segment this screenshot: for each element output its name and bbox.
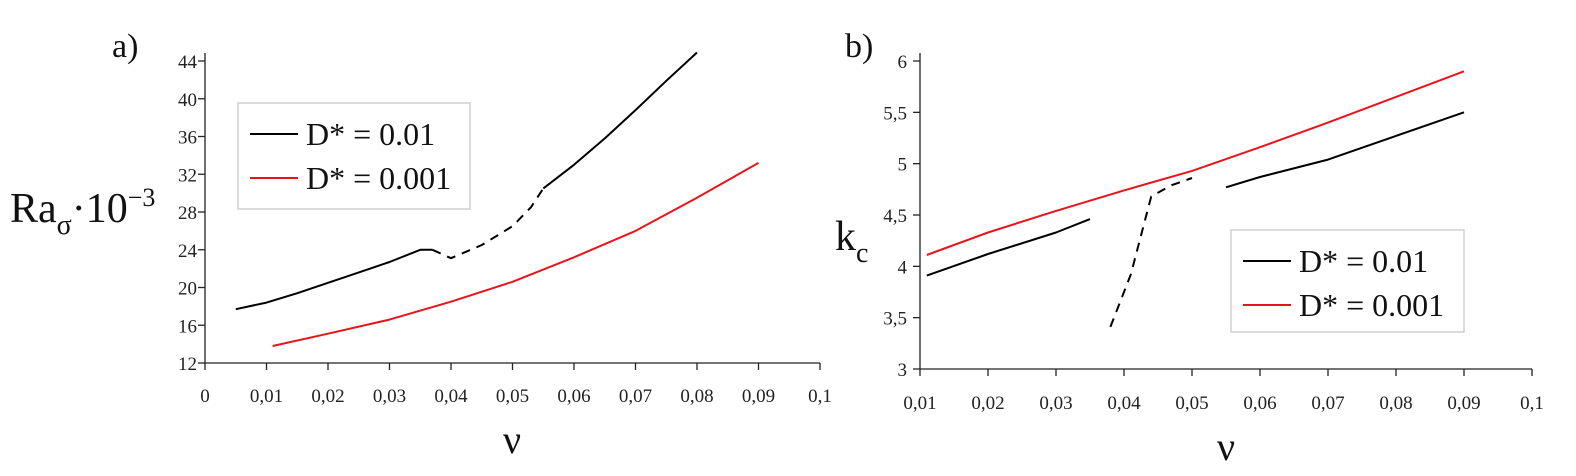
chart-panel-b: b) 0,01 0,02 0,03 0,04 0,05 0,06 0,07 0,08 0,09 0,… — [835, 28, 1544, 469]
x-axis-label: ν — [1217, 424, 1235, 469]
y-axis-label: kc — [835, 214, 868, 269]
legend-label: D* = 0.001 — [1299, 287, 1444, 323]
x-tick-label: 0,1 — [1520, 393, 1544, 414]
x-tick-label: 0,02 — [971, 393, 1004, 414]
y-tick-label: 4,5 — [883, 206, 907, 227]
y-tick-label: 6 — [898, 52, 908, 73]
y-tick-label: 3 — [898, 360, 908, 381]
y-tick-label: 20 — [178, 279, 197, 300]
y-tick-label: 24 — [178, 241, 198, 262]
x-tick-label: 0,04 — [1107, 393, 1141, 414]
x-tick-label: 0,03 — [1039, 393, 1072, 414]
series-line-D-0.01-segment-1 — [1109, 177, 1193, 328]
series-line-D-0.001-segment-0 — [926, 70, 1465, 256]
y-tick-label: 32 — [178, 165, 197, 186]
x-tick-label: 0 — [200, 386, 210, 407]
y-axis-label: Raσ·10−3 — [10, 183, 155, 241]
legend-box — [237, 102, 471, 210]
y-tick-label: 3,5 — [883, 309, 907, 330]
legend: D* = 0.01 D* = 0.001 — [237, 102, 471, 210]
panel-label: a) — [112, 28, 138, 65]
chart-panel-a: a) 0 0,01 0,02 0,03 0,04 0,05 0,06 0,07 0,08 0,09 0… — [10, 28, 832, 462]
series-line-D-0.01-segment-2 — [542, 51, 698, 190]
y-tick-label: 5,5 — [883, 103, 907, 124]
x-tick-label: 0,07 — [1311, 393, 1344, 414]
x-axis-label: ν — [503, 417, 521, 462]
legend: D* = 0.01 D* = 0.001 — [1230, 229, 1465, 333]
x-tick-label: 0,01 — [903, 393, 936, 414]
x-tick-label: 0,03 — [373, 386, 406, 407]
x-tick-label: 0,04 — [434, 386, 468, 407]
x-tick-label: 0,06 — [557, 386, 590, 407]
y-tick-label: 28 — [178, 203, 197, 224]
y-tick-label: 5 — [898, 155, 908, 176]
series-line-D-0.01-segment-0 — [235, 248, 433, 311]
y-tick-label: 4 — [898, 257, 908, 278]
x-tick-label: 0,09 — [742, 386, 775, 407]
legend-box — [1230, 229, 1465, 333]
x-tick-label: 0,08 — [1379, 393, 1412, 414]
series-line-D-0.01-segment-0 — [926, 218, 1091, 277]
legend-label: D* = 0.001 — [306, 160, 451, 196]
y-tick-label: 16 — [178, 316, 197, 337]
x-tick-label: 0,05 — [1175, 393, 1208, 414]
series-line-D-0.01-segment-2 — [1225, 111, 1465, 189]
x-tick-label: 0,08 — [680, 386, 713, 407]
x-tick-label: 0,1 — [808, 386, 832, 407]
legend-label: D* = 0.01 — [306, 116, 435, 152]
y-tick-label: 12 — [178, 354, 197, 375]
x-tick-label: 0,02 — [311, 386, 344, 407]
x-tick-label: 0,06 — [1243, 393, 1276, 414]
series-line-D-0.01-segment-1 — [432, 187, 545, 260]
x-tick-label: 0,01 — [250, 386, 283, 407]
legend-label: D* = 0.01 — [1299, 243, 1428, 279]
x-tick-label: 0,05 — [496, 386, 529, 407]
y-tick-label: 44 — [178, 52, 198, 73]
x-tick-label: 0,09 — [1447, 393, 1480, 414]
y-tick-label: 36 — [178, 128, 197, 149]
panel-label: b) — [845, 28, 873, 65]
x-tick-label: 0,07 — [619, 386, 652, 407]
y-tick-label: 40 — [178, 90, 197, 111]
series-line-D-0.001-segment-0 — [272, 162, 759, 347]
